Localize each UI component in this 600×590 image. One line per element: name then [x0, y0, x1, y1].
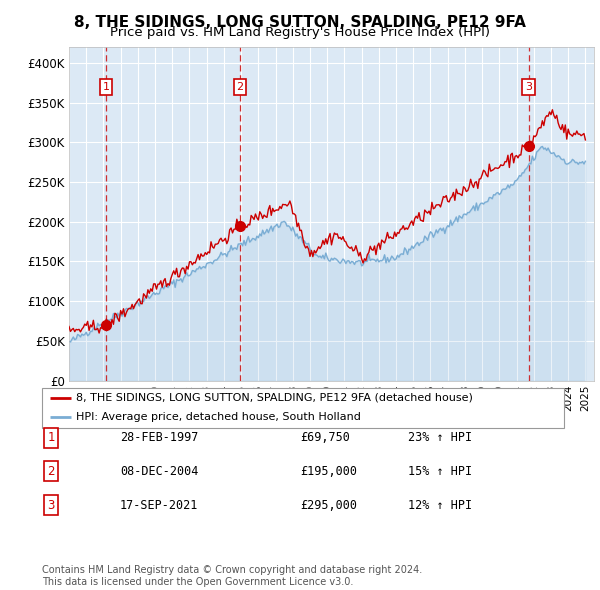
Text: 15% ↑ HPI: 15% ↑ HPI: [408, 465, 472, 478]
Text: 12% ↑ HPI: 12% ↑ HPI: [408, 499, 472, 512]
Text: 23% ↑ HPI: 23% ↑ HPI: [408, 431, 472, 444]
Text: £69,750: £69,750: [300, 431, 350, 444]
Text: 3: 3: [47, 499, 55, 512]
FancyBboxPatch shape: [42, 388, 564, 428]
Text: 2: 2: [47, 465, 55, 478]
Text: 17-SEP-2021: 17-SEP-2021: [120, 499, 199, 512]
Text: 1: 1: [47, 431, 55, 444]
Text: Contains HM Land Registry data © Crown copyright and database right 2024.
This d: Contains HM Land Registry data © Crown c…: [42, 565, 422, 587]
Text: Price paid vs. HM Land Registry's House Price Index (HPI): Price paid vs. HM Land Registry's House …: [110, 26, 490, 39]
Text: 8, THE SIDINGS, LONG SUTTON, SPALDING, PE12 9FA (detached house): 8, THE SIDINGS, LONG SUTTON, SPALDING, P…: [76, 393, 473, 402]
Text: £195,000: £195,000: [300, 465, 357, 478]
Text: 2: 2: [236, 82, 244, 92]
Text: 08-DEC-2004: 08-DEC-2004: [120, 465, 199, 478]
Text: £295,000: £295,000: [300, 499, 357, 512]
Text: HPI: Average price, detached house, South Holland: HPI: Average price, detached house, Sout…: [76, 411, 361, 421]
Text: 3: 3: [525, 82, 532, 92]
Text: 1: 1: [103, 82, 110, 92]
Text: 8, THE SIDINGS, LONG SUTTON, SPALDING, PE12 9FA: 8, THE SIDINGS, LONG SUTTON, SPALDING, P…: [74, 15, 526, 30]
Text: 28-FEB-1997: 28-FEB-1997: [120, 431, 199, 444]
